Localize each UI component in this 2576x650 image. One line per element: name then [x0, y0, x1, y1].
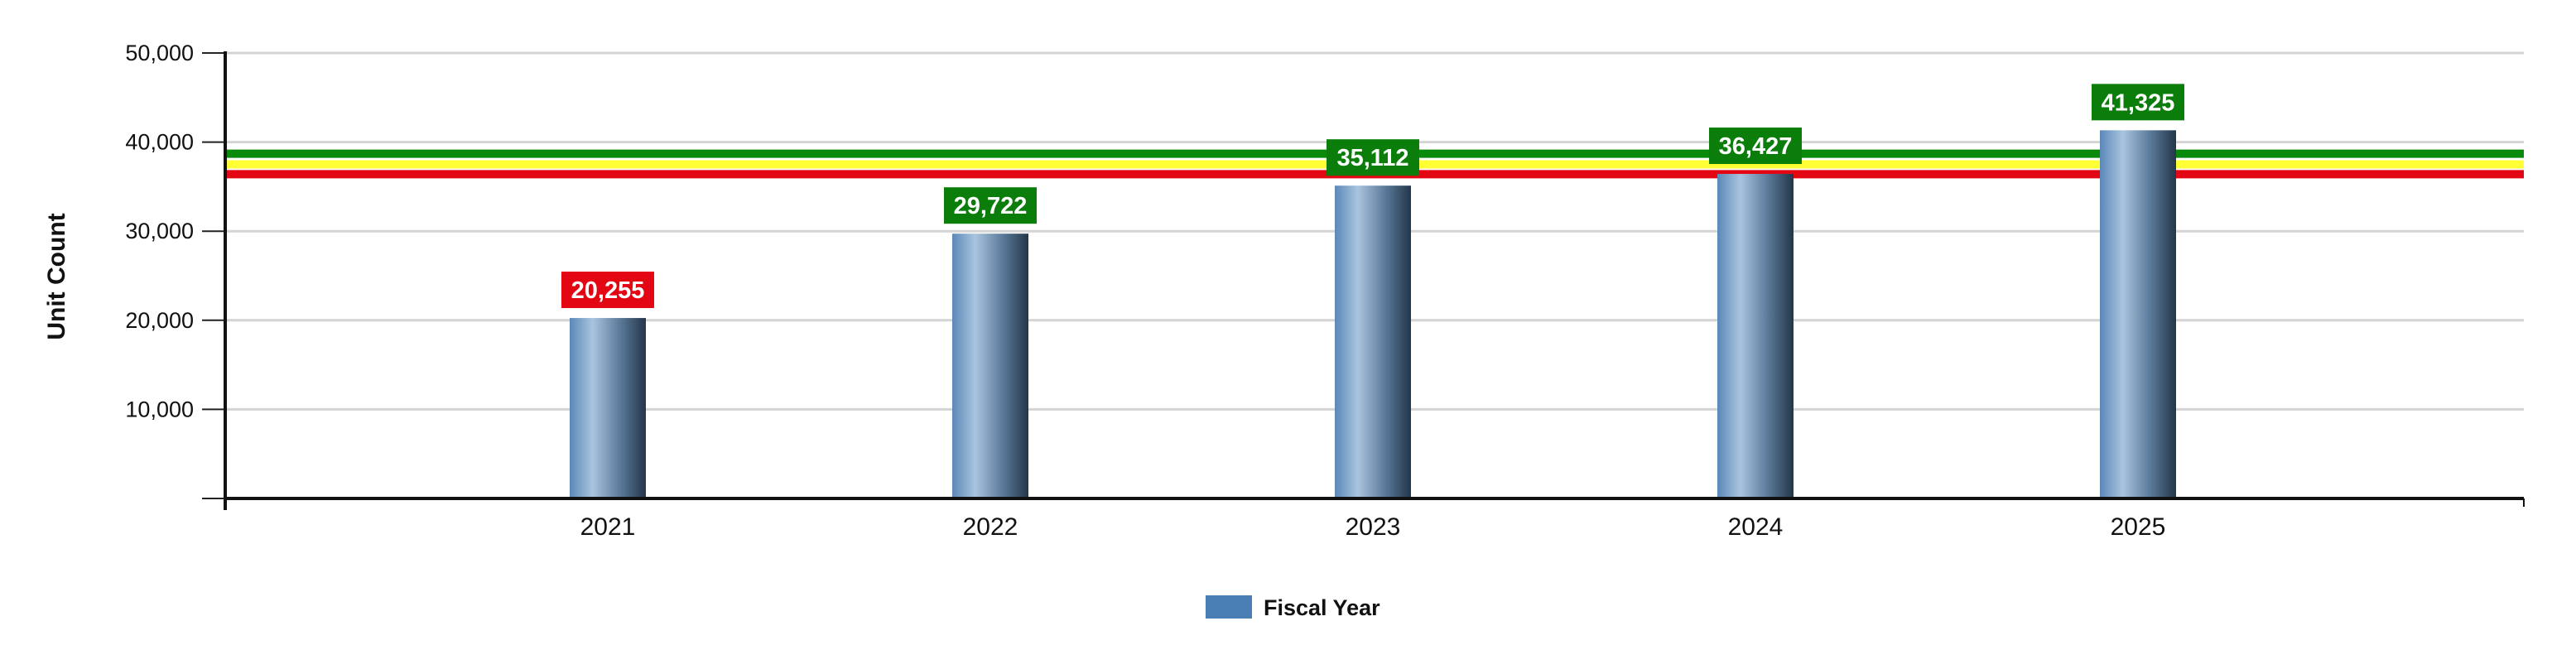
y-tick-label: 20,000: [125, 308, 194, 333]
data-label-value: 35,112: [1336, 145, 1408, 171]
data-label-value: 41,325: [2102, 89, 2175, 116]
data-label-box: [1709, 128, 1802, 165]
x-tick-label: 2023: [1346, 513, 1401, 541]
legend-swatch: [1206, 595, 1252, 619]
data-label: 36,427: [1709, 128, 1802, 165]
x-tick-label: 2021: [580, 513, 636, 541]
legend-label: Fiscal Year: [1264, 595, 1380, 620]
x-tick-label: 2022: [963, 513, 1018, 541]
bar: [570, 318, 646, 498]
axes: 10,000 20,000 30,000 40,000 50,000 2021 2022 20…: [125, 41, 2525, 541]
y-tick-label: 10,000: [125, 397, 194, 421]
data-label: 20,255: [561, 272, 654, 309]
data-label-box: [1327, 139, 1419, 176]
data-label-box: [2092, 84, 2184, 121]
data-label-value: 20,255: [571, 277, 645, 304]
data-label-box: [561, 272, 654, 309]
bars: [570, 130, 2176, 499]
y-tick-label: 40,000: [125, 130, 194, 155]
data-label: 41,325: [2092, 84, 2184, 121]
x-tick-label: 2024: [1728, 513, 1784, 541]
bar: [1335, 185, 1411, 498]
y-tick-label: 30,000: [125, 219, 194, 243]
bar: [1717, 174, 1794, 499]
data-label-box: [944, 187, 1037, 224]
bar: [952, 234, 1028, 498]
data-label-value: 36,427: [1719, 133, 1793, 160]
data-label: 35,112: [1327, 139, 1419, 176]
y-tick-label: 50,000: [125, 41, 194, 65]
data-labels: 20,255 29,722 35,112 36,427 41,325: [561, 84, 2184, 309]
data-label-value: 29,722: [954, 193, 1028, 219]
data-label: 29,722: [944, 187, 1037, 224]
bar: [2100, 130, 2176, 498]
x-tick-label: 2025: [2111, 513, 2166, 541]
legend: Fiscal Year: [1206, 595, 1380, 620]
y-axis-title: Unit Count: [43, 213, 70, 339]
